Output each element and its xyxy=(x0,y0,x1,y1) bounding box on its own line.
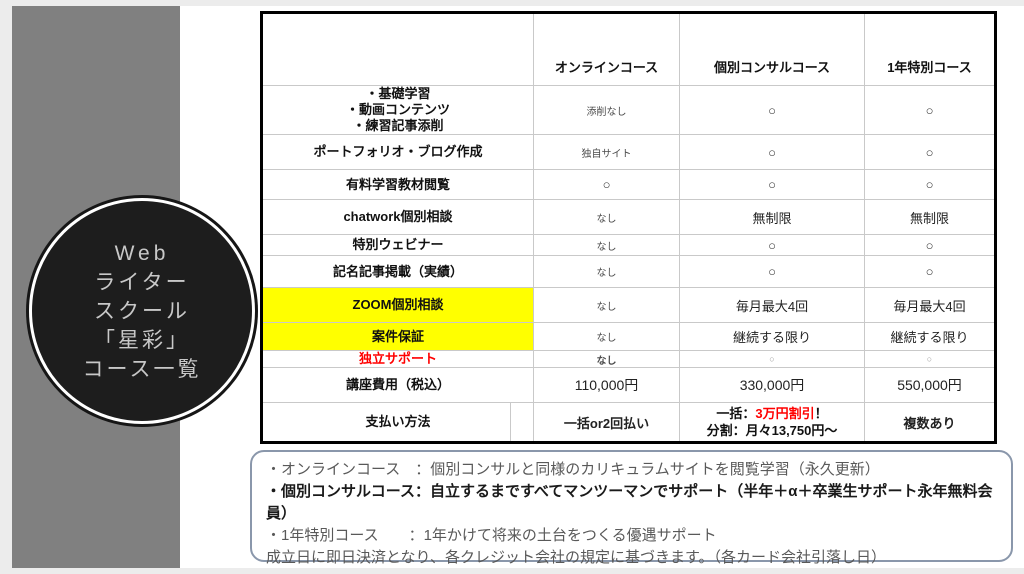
value-cell-consult: ○ xyxy=(679,255,865,288)
note-payment-terms: 成立日に即日決済となり、各クレジット会社の規定に基づきます。（各カード会社引落し… xyxy=(266,549,886,566)
payment-discount-line: 一括：3万円割引！ xyxy=(682,405,862,422)
payment-prefix: 一括： xyxy=(716,406,756,421)
value-cell-special: ○ xyxy=(864,234,996,256)
feature-cell: ・基礎学習 ・動画コンテンツ ・練習記事添削 xyxy=(261,85,534,135)
table-row-course-fee: 講座費用（税込） 110,000円 330,000円 550,000円 xyxy=(261,367,996,403)
column-header-consult-course: 個別コンサルコース xyxy=(679,12,865,86)
feature-cell-highlighted: ZOOM個別相談 xyxy=(261,287,534,323)
value-cell-consult: ○ xyxy=(679,169,865,200)
value-cell-online: 添削なし xyxy=(533,85,680,135)
slide-canvas: Web ライター スクール 「星彩」 コース一覧 オンラインコース 個別コンサル… xyxy=(12,6,1024,568)
value-cell-consult: ○ xyxy=(679,234,865,256)
badge-line-course-list: コース一覧 xyxy=(82,357,202,381)
feature-cell: 講座費用（税込） xyxy=(261,367,534,403)
column-header-online-course: オンラインコース xyxy=(533,12,680,86)
badge-line-school: スクール xyxy=(94,299,190,323)
feature-cell: 特別ウェビナー xyxy=(261,234,534,256)
value-cell-online: なし xyxy=(533,199,680,235)
badge-line-seisai: 「星彩」 xyxy=(94,328,190,352)
value-cell-consult-payment: 一括：3万円割引！ 分割：月々13,750円〜 xyxy=(679,402,865,443)
course-comparison-table: オンラインコース 個別コンサルコース 1年特別コース ・基礎学習 ・動画コンテン… xyxy=(260,11,997,444)
column-header-special-course: 1年特別コース xyxy=(864,12,996,86)
feature-cell: 記名記事掲載（実績） xyxy=(261,255,534,288)
note-special-course: ・1年特別コース ：1年かけて将来の土台をつくる優遇サポート xyxy=(266,527,717,544)
table-row-zoom-consult: ZOOM個別相談 なし 毎月最大4回 毎月最大4回 xyxy=(261,287,996,323)
feature-cell: chatwork個別相談 xyxy=(261,199,534,235)
value-cell-online: なし xyxy=(533,322,680,351)
table-row-paid-materials: 有料学習教材閲覧 ○ ○ ○ xyxy=(261,169,996,200)
feature-line: ・基礎学習 xyxy=(365,86,431,102)
value-cell-special: ○ xyxy=(864,134,996,170)
value-cell-consult: 毎月最大4回 xyxy=(679,287,865,323)
value-cell-consult-price: 330,000円 xyxy=(679,367,865,403)
table-row-basics: ・基礎学習 ・動画コンテンツ ・練習記事添削 添削なし ○ ○ xyxy=(261,85,996,135)
header-empty-cell xyxy=(261,12,534,86)
header-row: オンラインコース 個別コンサルコース 1年特別コース xyxy=(261,12,996,86)
value-cell-special-payment: 複数あり xyxy=(864,402,996,443)
value-cell-consult: ○ xyxy=(679,134,865,170)
table-row-portfolio: ポートフォリオ・ブログ作成 独自サイト ○ ○ xyxy=(261,134,996,170)
feature-cell: 有料学習教材閲覧 xyxy=(261,169,534,200)
value-cell-consult: 継続する限り xyxy=(679,322,865,351)
badge-line-web: Web xyxy=(114,241,170,265)
table-row-chatwork: chatwork個別相談 なし 無制限 無制限 xyxy=(261,199,996,235)
feature-line: ・動画コンテンツ xyxy=(345,102,450,117)
value-cell-online: なし xyxy=(533,350,680,368)
value-cell-special: ○ xyxy=(864,350,996,368)
notes-box: ・オンラインコース ：個別コンサルと同様のカリキュラムサイトを閲覧学習（永久更新… xyxy=(250,450,1013,566)
table-row-webinar: 特別ウェビナー なし ○ ○ xyxy=(261,234,996,256)
table-row-job-guarantee: 案件保証 なし 継続する限り 継続する限り xyxy=(261,322,996,351)
course-badge: Web ライター スクール 「星彩」 コース一覧 xyxy=(29,198,255,424)
value-cell-consult: ○ xyxy=(679,85,865,135)
payment-installment-line: 分割：月々13,750円〜 xyxy=(706,423,838,438)
value-cell-special: ○ xyxy=(864,169,996,200)
value-cell-special: 無制限 xyxy=(864,199,996,235)
note-online-course: ・オンラインコース ：個別コンサルと同様のカリキュラムサイトを閲覧学習（永久更新… xyxy=(266,461,880,478)
table-row-bylined-articles: 記名記事掲載（実績） なし ○ ○ xyxy=(261,255,996,288)
value-cell-online: 独自サイト xyxy=(533,134,680,170)
value-cell-online-price: 110,000円 xyxy=(533,367,680,403)
badge-line-writer: ライター xyxy=(94,270,190,294)
table-row-payment-method: 支払い方法 一括or2回払い 一括：3万円割引！ 分割：月々13,750円〜 複… xyxy=(261,402,996,443)
value-cell-special: ○ xyxy=(864,255,996,288)
value-cell-consult: ○ xyxy=(679,350,865,368)
value-cell-consult: 無制限 xyxy=(679,199,865,235)
value-cell-special: ○ xyxy=(864,85,996,135)
note-consult-course: ・個別コンサルコース：自立するまですべてマンツーマンでサポート（半年＋α＋卒業生… xyxy=(266,483,993,522)
payment-discount: 3万円割引 xyxy=(755,406,815,421)
feature-cell-highlighted: 案件保証 xyxy=(261,322,534,351)
value-cell-special-price: 550,000円 xyxy=(864,367,996,403)
feature-cell: 支払い方法 xyxy=(261,402,534,443)
table-row-independence-support: 独立サポート なし ○ ○ xyxy=(261,350,996,368)
value-cell-special: 継続する限り xyxy=(864,322,996,351)
feature-cell-alert: 独立サポート xyxy=(261,350,534,368)
value-cell-online: なし xyxy=(533,255,680,288)
value-cell-online: ○ xyxy=(533,169,680,200)
feature-cell: ポートフォリオ・ブログ作成 xyxy=(261,134,534,170)
feature-line: ・練習記事添削 xyxy=(352,118,444,133)
value-cell-online: なし xyxy=(533,287,680,323)
value-cell-online: なし xyxy=(533,234,680,256)
value-cell-online-payment: 一括or2回払い xyxy=(533,402,680,443)
value-cell-special: 毎月最大4回 xyxy=(864,287,996,323)
payment-suffix: ！ xyxy=(814,406,828,421)
